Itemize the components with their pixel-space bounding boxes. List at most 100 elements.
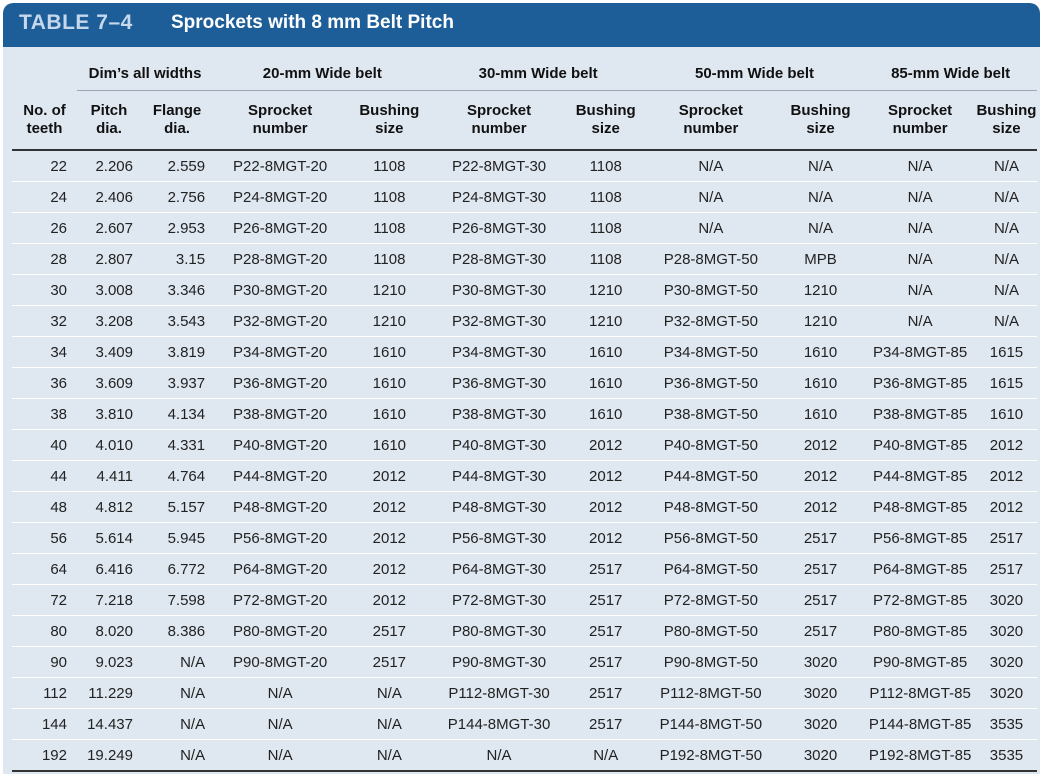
bushing-50-cell: 2517 — [776, 584, 865, 616]
sprocket-50-cell: P44-8MGT-50 — [644, 460, 777, 492]
bushing-30-cell: 1108 — [566, 212, 645, 244]
pitch-dia-cell: 6.416 — [77, 553, 141, 585]
column-header-sprocket-85: Sprocket number — [864, 90, 976, 151]
bushing-50-cell: MPB — [776, 243, 865, 275]
flange-dia-cell: 3.819 — [140, 336, 214, 368]
bushing-20-cell: 1108 — [347, 212, 432, 244]
pitch-dia-cell: 8.020 — [77, 615, 141, 647]
group-header-20mm: 20-mm Wide belt — [213, 57, 432, 91]
bushing-20-cell: N/A — [347, 677, 432, 709]
bushing-50-cell: 3020 — [776, 677, 865, 709]
column-header-label: Pitch dia. — [90, 102, 128, 137]
group-header-50mm: 50-mm Wide belt — [644, 57, 865, 91]
sprocket-20-cell: N/A — [213, 708, 348, 740]
bushing-30-cell: 1108 — [566, 150, 645, 182]
sprocket-50-cell: P40-8MGT-50 — [644, 429, 777, 461]
sprocket-30-cell: P112-8MGT-30 — [431, 677, 567, 709]
teeth-cell: 112 — [12, 677, 77, 709]
sprocket-85-cell: P56-8MGT-85 — [864, 522, 976, 554]
column-header-flange-dia: Flange dia. — [140, 90, 214, 151]
table-figure: TABLE 7–4 Sprockets with 8 mm Belt Pitch… — [3, 3, 1040, 774]
bushing-20-cell: 2012 — [347, 522, 432, 554]
column-header-teeth: No. of teeth — [12, 90, 77, 151]
column-header-label: Bushing size — [976, 102, 1037, 137]
sprocket-30-cell: P56-8MGT-30 — [431, 522, 567, 554]
table-row: 72 7.218 7.598 P72-8MGT-20 2012 P72-8MGT-30 25… — [12, 584, 1037, 616]
bushing-50-cell: 2517 — [776, 615, 865, 647]
flange-dia-cell: 2.756 — [140, 181, 214, 213]
bushing-30-cell: 1610 — [566, 367, 645, 399]
table-body: 22 2.206 2.559 P22-8MGT-20 1108 P22-8MGT-30 11… — [12, 150, 1037, 772]
teeth-cell: 44 — [12, 460, 77, 492]
sprocket-table: Dim’s all widths 20-mm Wide belt 30-mm W… — [12, 57, 1037, 772]
sprocket-30-cell: P40-8MGT-30 — [431, 429, 567, 461]
bushing-50-cell: 1610 — [776, 367, 865, 399]
bushing-30-cell: 2012 — [566, 460, 645, 492]
sprocket-50-cell: P30-8MGT-50 — [644, 274, 777, 306]
bushing-50-cell: 2012 — [776, 429, 865, 461]
bushing-50-cell: 2517 — [776, 553, 865, 585]
pitch-dia-cell: 4.411 — [77, 460, 141, 492]
pitch-dia-cell: 4.010 — [77, 429, 141, 461]
bushing-50-cell: 3020 — [776, 739, 865, 772]
table-row: 56 5.614 5.945 P56-8MGT-20 2012 P56-8MGT-30 20… — [12, 522, 1037, 554]
flange-dia-cell: 4.134 — [140, 398, 214, 430]
flange-dia-cell: 8.386 — [140, 615, 214, 647]
flange-dia-cell: 5.945 — [140, 522, 214, 554]
bushing-30-cell: 2517 — [566, 553, 645, 585]
column-header-bushing-85: Bushing size — [975, 90, 1037, 151]
bushing-50-cell: 2517 — [776, 522, 865, 554]
teeth-cell: 56 — [12, 522, 77, 554]
flange-dia-cell: 4.331 — [140, 429, 214, 461]
sprocket-30-cell: P34-8MGT-30 — [431, 336, 567, 368]
sprocket-20-cell: P90-8MGT-20 — [213, 646, 348, 678]
sprocket-50-cell: N/A — [644, 212, 777, 244]
table-row: 28 2.807 3.15 P28-8MGT-20 1108 P28-8MGT-30 110… — [12, 243, 1037, 275]
column-header-bushing-50: Bushing size — [776, 90, 865, 151]
sprocket-50-cell: P192-8MGT-50 — [644, 739, 777, 772]
bushing-20-cell: 2012 — [347, 584, 432, 616]
bushing-20-cell: 1108 — [347, 243, 432, 275]
sprocket-30-cell: P36-8MGT-30 — [431, 367, 567, 399]
flange-dia-cell: 7.598 — [140, 584, 214, 616]
sprocket-30-cell: P80-8MGT-30 — [431, 615, 567, 647]
bushing-85-cell: 2012 — [975, 491, 1037, 523]
bushing-85-cell: 2012 — [975, 429, 1037, 461]
sprocket-50-cell: P36-8MGT-50 — [644, 367, 777, 399]
group-header-dims: Dim’s all widths — [77, 57, 214, 91]
bushing-20-cell: 1108 — [347, 181, 432, 213]
teeth-cell: 64 — [12, 553, 77, 585]
bushing-50-cell: 1210 — [776, 274, 865, 306]
sprocket-85-cell: P80-8MGT-85 — [864, 615, 976, 647]
bushing-20-cell: 1610 — [347, 429, 432, 461]
column-header-bushing-30: Bushing size — [566, 90, 645, 151]
sprocket-20-cell: P48-8MGT-20 — [213, 491, 348, 523]
bushing-50-cell: N/A — [776, 150, 865, 182]
bushing-20-cell: 2012 — [347, 491, 432, 523]
column-header-label: Sprocket number — [466, 102, 532, 137]
bushing-20-cell: 2517 — [347, 646, 432, 678]
column-header-row: No. of teeth Pitch dia. Flange dia. Spro… — [12, 90, 1037, 151]
teeth-cell: 72 — [12, 584, 77, 616]
sprocket-20-cell: P28-8MGT-20 — [213, 243, 348, 275]
sprocket-30-cell: P32-8MGT-30 — [431, 305, 567, 337]
table-row: 80 8.020 8.386 P80-8MGT-20 2517 P80-8MGT-30 25… — [12, 615, 1037, 647]
sprocket-30-cell: P26-8MGT-30 — [431, 212, 567, 244]
column-header-sprocket-30: Sprocket number — [431, 90, 567, 151]
table-row: 34 3.409 3.819 P34-8MGT-20 1610 P34-8MGT-30 16… — [12, 336, 1037, 368]
bushing-20-cell: 1610 — [347, 367, 432, 399]
flange-dia-cell: 3.15 — [140, 243, 214, 275]
sprocket-30-cell: P44-8MGT-30 — [431, 460, 567, 492]
sprocket-85-cell: P40-8MGT-85 — [864, 429, 976, 461]
column-header-label: Bushing size — [359, 102, 420, 137]
bushing-20-cell: N/A — [347, 739, 432, 772]
sprocket-20-cell: P30-8MGT-20 — [213, 274, 348, 306]
sprocket-30-cell: P38-8MGT-30 — [431, 398, 567, 430]
sprocket-85-cell: P36-8MGT-85 — [864, 367, 976, 399]
bushing-30-cell: 1210 — [566, 274, 645, 306]
sprocket-85-cell: N/A — [864, 305, 976, 337]
bushing-30-cell: 1610 — [566, 336, 645, 368]
bushing-85-cell: 3535 — [975, 708, 1037, 740]
sprocket-50-cell: P38-8MGT-50 — [644, 398, 777, 430]
bushing-20-cell: 2517 — [347, 615, 432, 647]
